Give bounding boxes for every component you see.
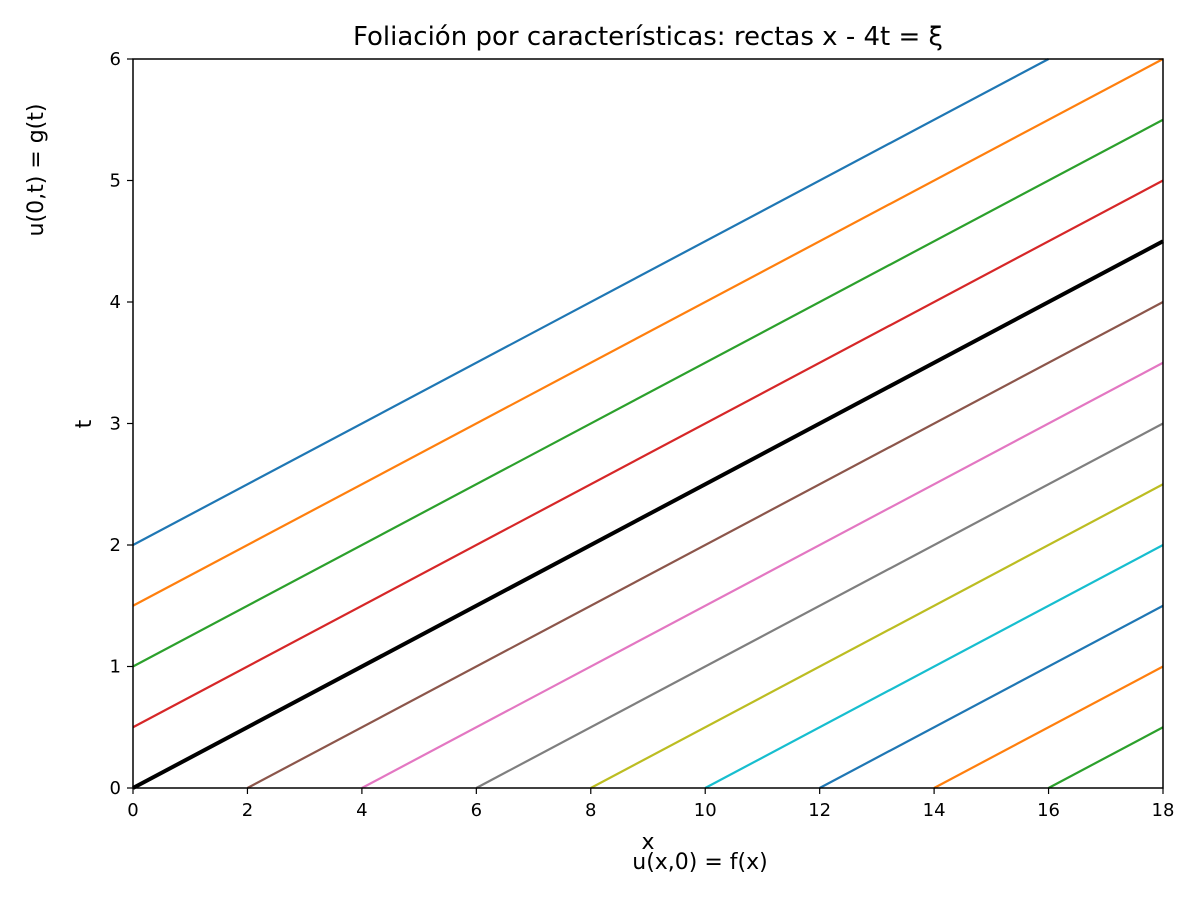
y-tick-label: 3 xyxy=(110,414,121,435)
characteristic-line-9 xyxy=(590,483,1164,789)
x-tick-label: 16 xyxy=(1037,800,1060,821)
chart-title: Foliación por características: rectas x … xyxy=(353,22,943,52)
characteristic-line-7 xyxy=(361,361,1164,789)
x-tick-label: 6 xyxy=(471,800,482,821)
x-tick-label: 0 xyxy=(127,800,138,821)
characteristic-line-4 xyxy=(132,179,1164,729)
y-axis-label: t xyxy=(72,419,97,428)
characteristic-line-11 xyxy=(819,604,1164,789)
y-tick-label: 5 xyxy=(110,171,121,192)
characteristic-line-13 xyxy=(1048,726,1164,789)
y-tick-label: 1 xyxy=(110,657,121,678)
plot-frame xyxy=(132,58,1164,789)
left-boundary-annotation: u(0,t) = g(t) xyxy=(24,104,49,237)
characteristic-line-5 xyxy=(132,239,1164,790)
characteristic-line-6 xyxy=(246,301,1164,789)
y-axis-ticks: 0 1 2 3 4 5 6 xyxy=(110,49,133,799)
y-tick-label: 4 xyxy=(110,292,121,313)
x-tick-label: 14 xyxy=(923,800,946,821)
x-tick-label: 8 xyxy=(585,800,596,821)
series-layer xyxy=(132,58,1164,790)
characteristic-line-12 xyxy=(933,665,1164,789)
bottom-boundary-annotation: u(x,0) = f(x) xyxy=(632,850,767,875)
x-tick-label: 4 xyxy=(356,800,367,821)
x-tick-label: 12 xyxy=(808,800,831,821)
x-axis-ticks: 0 2 4 6 8 10 12 14 16 18 xyxy=(127,788,1174,821)
characteristic-line-1 xyxy=(132,58,1050,546)
y-tick-label: 0 xyxy=(110,778,121,799)
characteristic-line-8 xyxy=(475,422,1164,789)
characteristic-line-2 xyxy=(132,58,1164,607)
characteristic-line-10 xyxy=(704,544,1164,789)
x-tick-label: 10 xyxy=(694,800,717,821)
characteristic-line-3 xyxy=(132,118,1164,668)
y-tick-label: 2 xyxy=(110,535,121,556)
x-tick-label: 2 xyxy=(242,800,253,821)
x-axis-label: x xyxy=(641,830,654,855)
x-tick-label: 18 xyxy=(1152,800,1175,821)
y-tick-label: 6 xyxy=(110,49,121,70)
